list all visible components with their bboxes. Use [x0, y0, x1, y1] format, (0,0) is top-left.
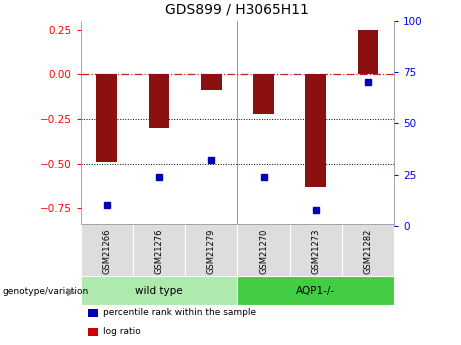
Bar — [237, 276, 394, 305]
Bar — [81, 276, 237, 305]
Text: ▶: ▶ — [67, 287, 75, 296]
Bar — [133, 224, 185, 278]
Bar — [96, 74, 117, 162]
Bar — [201, 74, 222, 90]
Bar — [185, 224, 237, 278]
Text: GSM21270: GSM21270 — [259, 228, 268, 274]
Bar — [81, 224, 133, 278]
Text: GSM21276: GSM21276 — [154, 228, 164, 274]
Bar — [358, 30, 378, 74]
Title: GDS899 / H3065H11: GDS899 / H3065H11 — [165, 3, 309, 17]
Bar — [237, 224, 290, 278]
Text: wild type: wild type — [135, 286, 183, 296]
Bar — [342, 224, 394, 278]
Text: GSM21273: GSM21273 — [311, 228, 320, 274]
Text: log ratio: log ratio — [103, 327, 141, 336]
Text: percentile rank within the sample: percentile rank within the sample — [103, 308, 256, 317]
Bar — [290, 224, 342, 278]
Text: GSM21266: GSM21266 — [102, 228, 111, 274]
Bar — [253, 74, 274, 114]
Text: AQP1-/-: AQP1-/- — [296, 286, 335, 296]
Bar — [305, 74, 326, 187]
Text: GSM21282: GSM21282 — [364, 228, 372, 274]
Bar — [148, 74, 170, 128]
Text: genotype/variation: genotype/variation — [2, 287, 89, 296]
Text: GSM21279: GSM21279 — [207, 228, 216, 274]
